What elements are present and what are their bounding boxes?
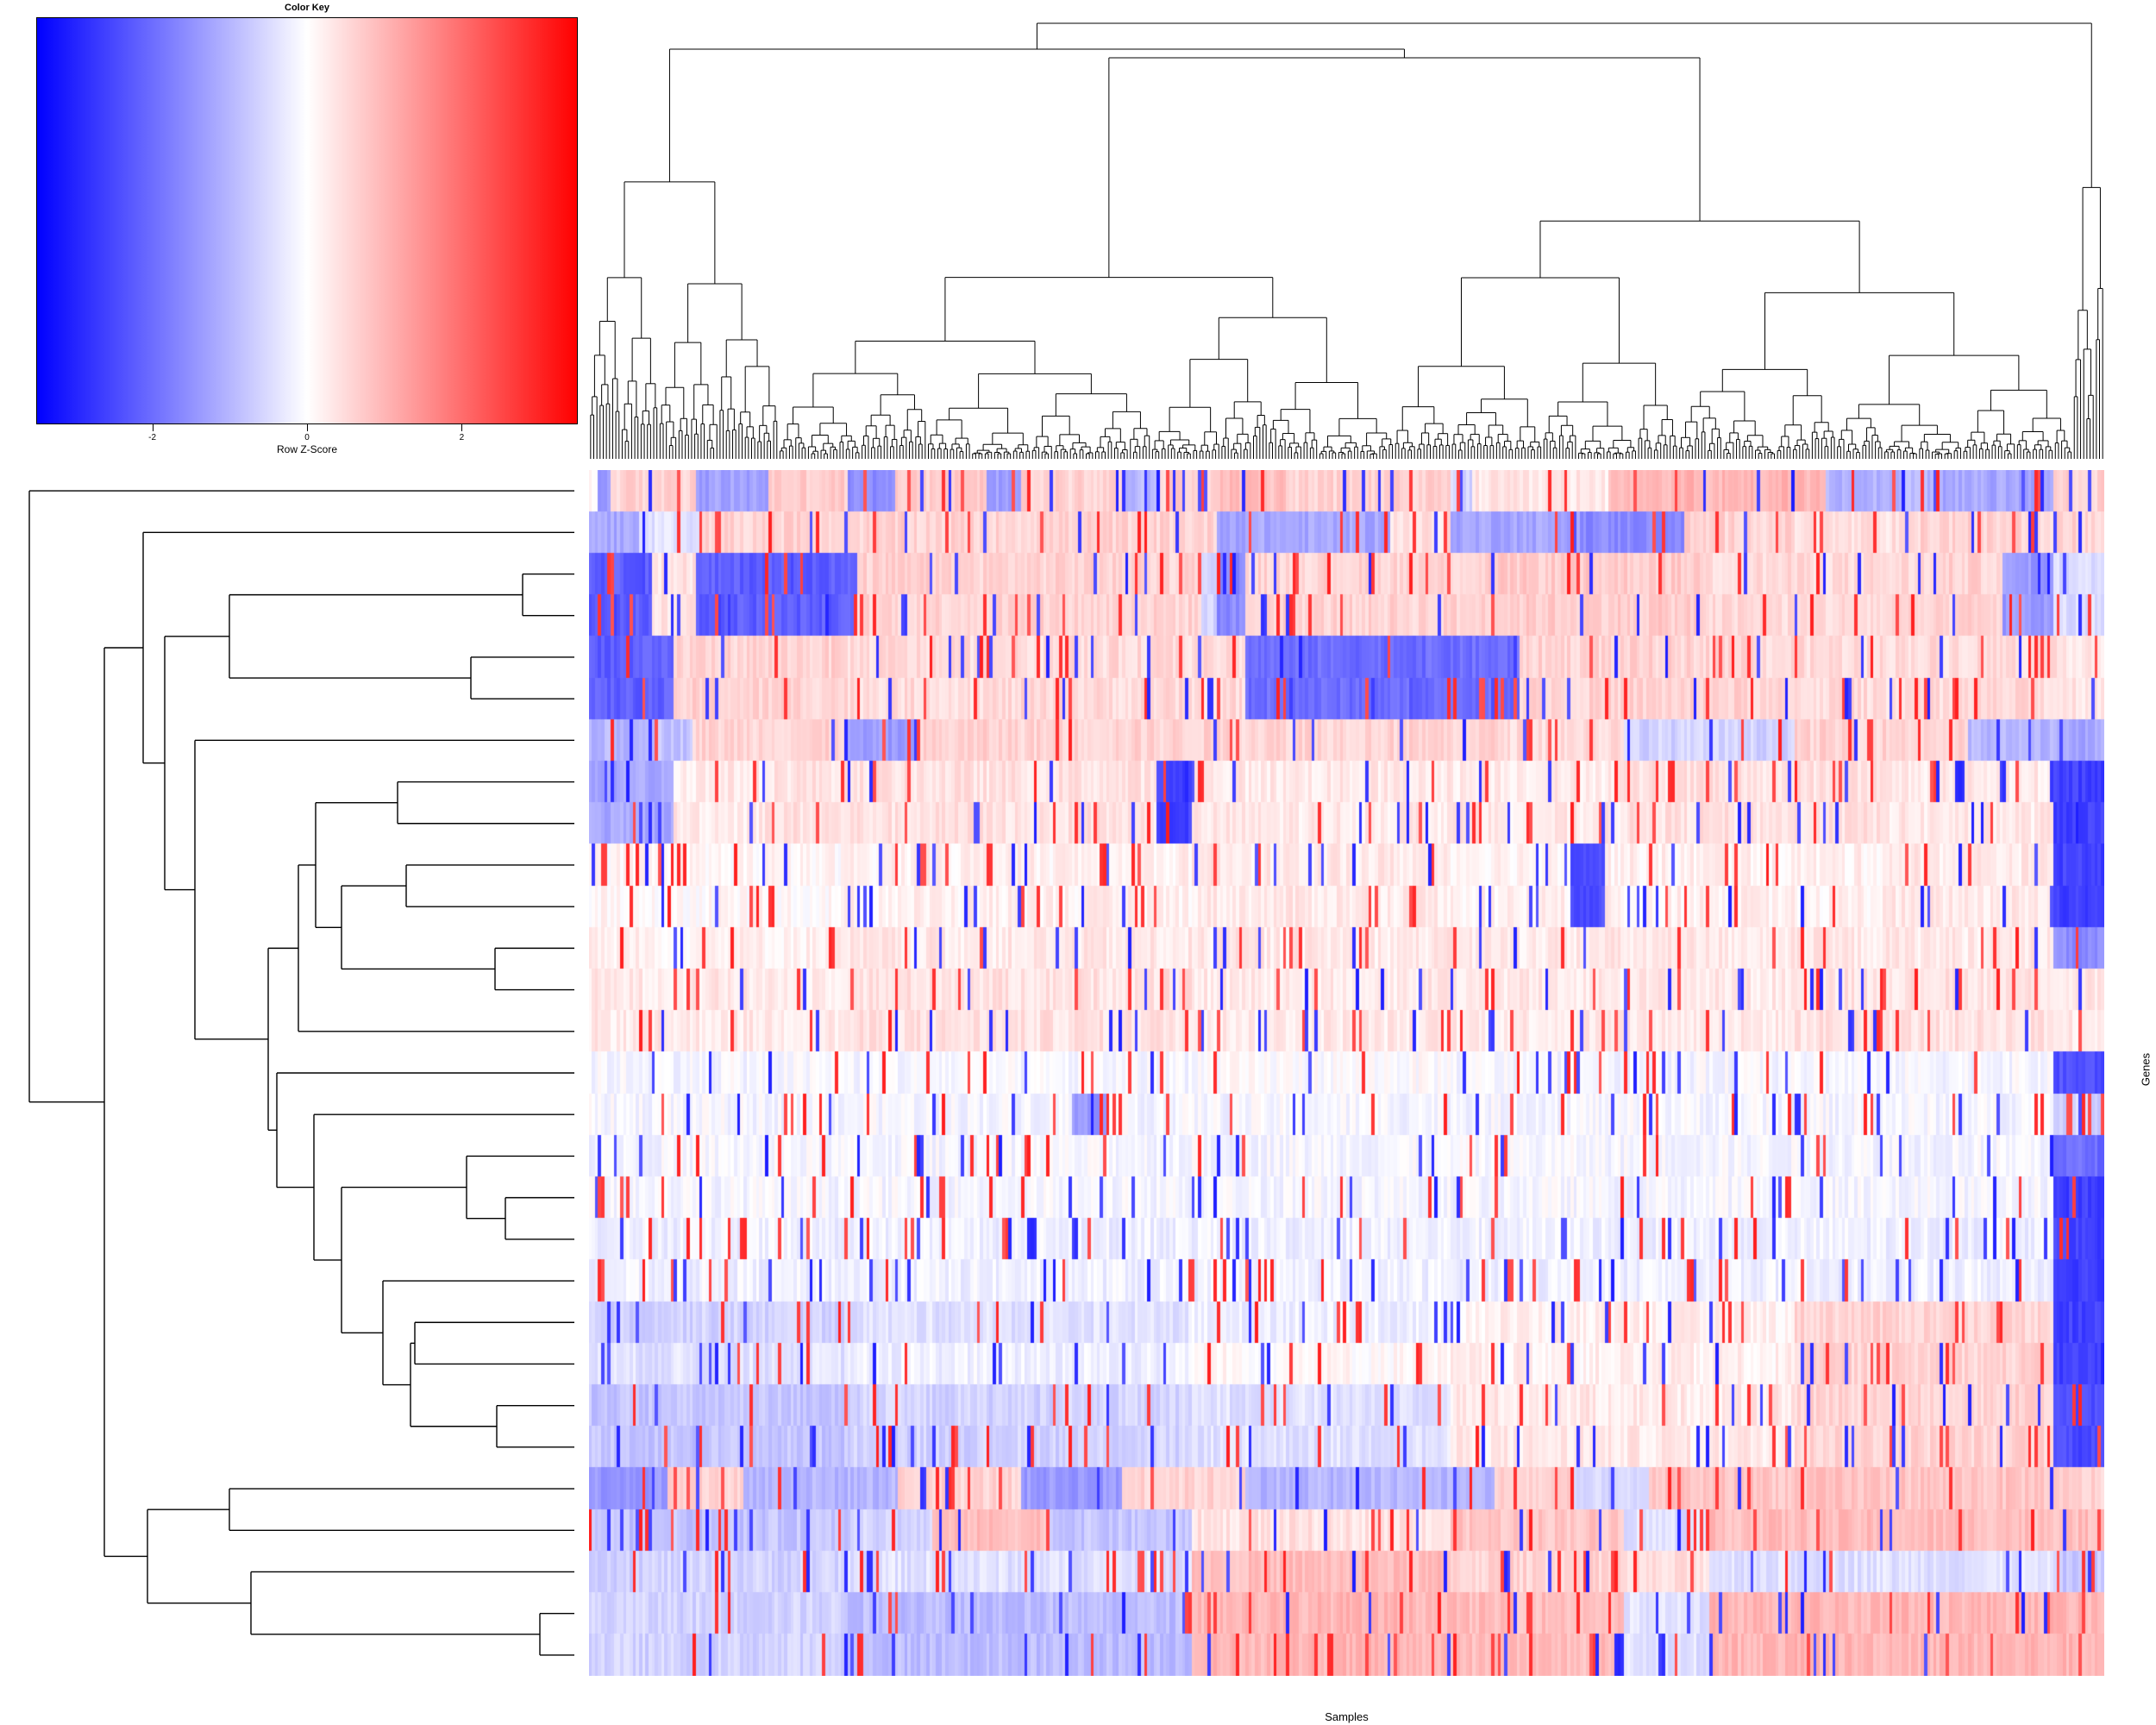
x-axis-label: Samples (1325, 1710, 1369, 1723)
heatmap-grid (589, 470, 2104, 1676)
color-key-tick-label: 2 (459, 433, 465, 442)
row-dendrogram (28, 490, 574, 1656)
color-key-tick-label: -2 (148, 433, 157, 442)
y-axis-label: Genes (2139, 1052, 2153, 1087)
color-key-gradient (36, 17, 578, 424)
color-key-tick (152, 424, 154, 431)
color-key-title: Color Key (285, 3, 329, 13)
color-key-tick-label: 0 (304, 433, 310, 442)
column-dendrogram (590, 22, 2103, 459)
color-key-axis-label: Row Z-Score (276, 443, 337, 455)
color-key-tick (461, 424, 463, 431)
color-key-tick (307, 424, 308, 431)
